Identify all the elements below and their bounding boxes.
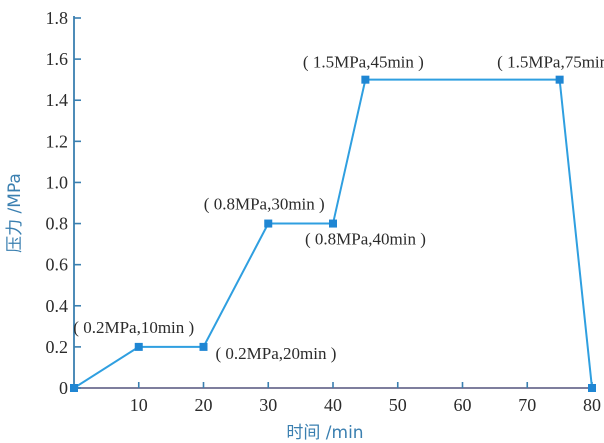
x-tick-label: 10 <box>130 395 148 415</box>
y-axis-title: 压力 /MPa <box>5 173 25 253</box>
y-tick-label: 1.6 <box>46 49 69 69</box>
data-point <box>588 384 596 392</box>
annotation-label: ( 1.5MPa,45min ) <box>303 53 424 72</box>
series-line <box>73 78 593 389</box>
annotation-label: ( 0.8MPa,40min ) <box>305 230 426 249</box>
annotation-label: ( 0.2MPa,20min ) <box>216 344 337 363</box>
x-tick-label: 60 <box>454 395 472 415</box>
x-tick-label: 70 <box>518 395 536 415</box>
x-tick-label: 80 <box>583 395 601 415</box>
y-tick-label: 1.2 <box>46 131 69 151</box>
y-tick-label: 0.6 <box>46 255 69 275</box>
y-tick-label: 1.4 <box>46 90 69 110</box>
data-point <box>264 219 273 228</box>
y-tick-label: 0.2 <box>46 337 69 357</box>
x-tick-label: 20 <box>195 395 213 415</box>
data-point <box>134 342 143 351</box>
annotation-label: ( 0.8MPa,30min ) <box>204 195 325 214</box>
y-tick-label: 0.4 <box>46 296 69 316</box>
x-tick-label: 50 <box>389 395 407 415</box>
data-point <box>70 384 78 392</box>
data-point <box>361 75 370 84</box>
y-tick-label: 1.8 <box>46 8 69 28</box>
data-point <box>555 75 564 84</box>
x-tick-label: 30 <box>259 395 277 415</box>
y-tick-label: 0.8 <box>46 214 69 234</box>
data-point <box>199 342 208 351</box>
data-point <box>329 219 337 228</box>
y-tick-label: 1.0 <box>46 172 69 192</box>
annotation-label: ( 0.2MPa,10min ) <box>73 318 194 337</box>
x-tick-label: 40 <box>324 395 342 415</box>
x-axis-title: 时间 /min <box>286 423 363 443</box>
annotation-label: ( 1.5MPa,75min ) <box>497 53 604 72</box>
y-tick-label: 0 <box>59 378 68 398</box>
